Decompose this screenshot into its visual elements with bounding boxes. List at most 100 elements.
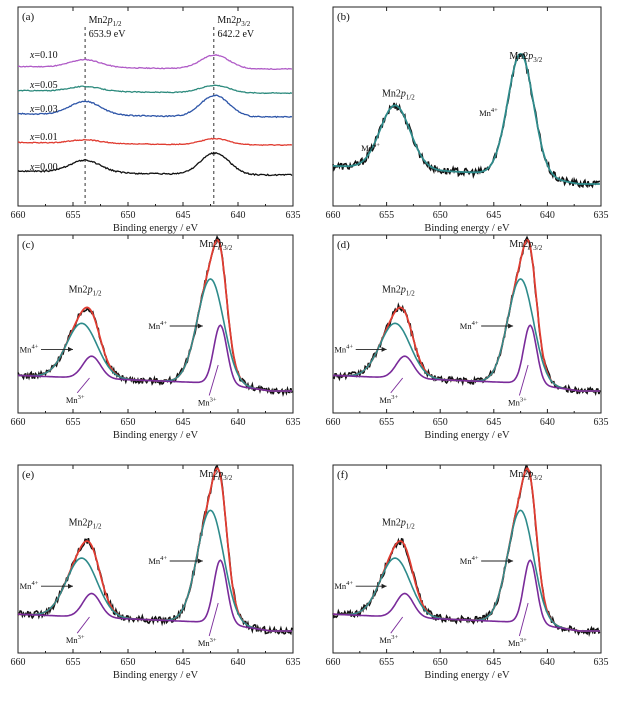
reference-line-label: Mn2p1/2	[89, 15, 122, 28]
x-tick-label: 650	[433, 657, 448, 668]
envelope-line	[333, 238, 600, 392]
measured-line	[17, 464, 293, 636]
panel-f: 660 655 650 645 640 635 Binding energy / eV (f)…	[326, 464, 609, 681]
panel-label: (a)	[22, 11, 35, 23]
mn4-fit-line	[18, 278, 292, 392]
measured-line	[332, 465, 601, 637]
x-tick-label: 640	[231, 210, 246, 221]
mn3-fit-line	[333, 559, 600, 632]
series-line	[17, 53, 293, 71]
panel-d: 660 655 650 645 640 635 Binding energy / eV (d)…	[326, 234, 609, 441]
series-line	[17, 137, 293, 147]
series-label: x=0.10	[29, 50, 58, 61]
peak-label-p32: Mn2p3/2	[509, 469, 542, 482]
reference-line-value: 653.9 eV	[89, 29, 126, 40]
series-label: x=0.00	[29, 162, 58, 173]
x-axis-label: Binding energy / eV	[424, 430, 510, 441]
peak-label-p12: Mn2p1/2	[382, 518, 415, 531]
x-tick-label: 635	[286, 417, 301, 428]
mn3-arrow	[518, 364, 529, 396]
x-tick-label: 645	[486, 210, 501, 221]
x-tick-label: 645	[176, 210, 191, 221]
series-label: x=0.03	[29, 104, 58, 115]
panel-label: (c)	[22, 239, 35, 251]
mn4-label: Mn4+	[148, 555, 167, 566]
mn3-label: Mn3+	[508, 637, 527, 648]
panel-c: 660 655 650 645 640 635 Binding energy / eV (c)…	[11, 234, 301, 441]
mn3-arrow	[518, 602, 529, 637]
x-tick-label: 650	[433, 210, 448, 221]
mn4-arrowhead	[68, 346, 73, 352]
x-tick-label: 650	[121, 657, 136, 668]
x-tick-label: 655	[379, 657, 394, 668]
series-line	[17, 94, 293, 119]
x-tick-label: 650	[121, 210, 136, 221]
panel-label: (d)	[337, 239, 350, 251]
x-tick-label: 655	[379, 417, 394, 428]
peak-label-p32: Mn2p3/2	[509, 239, 542, 252]
mn3-arrow	[390, 616, 404, 634]
x-tick-label: 640	[540, 210, 555, 221]
mn4-arrowhead	[508, 558, 514, 564]
x-tick-label: 660	[326, 210, 341, 221]
mn3-label: Mn3+	[379, 394, 398, 405]
x-tick-label: 660	[326, 417, 341, 428]
series-line	[17, 151, 293, 177]
mn3-label: Mn3+	[66, 394, 85, 405]
mn4-fit-line	[333, 509, 600, 632]
mn3-arrow	[208, 602, 219, 637]
mn3-label: Mn3+	[66, 634, 85, 645]
x-tick-label: 660	[326, 657, 341, 668]
mn4-arrowhead	[68, 583, 73, 589]
x-tick-label: 650	[121, 417, 136, 428]
peak-label-p32: Mn2p3/2	[199, 469, 232, 482]
measured-line	[332, 235, 601, 397]
x-tick-label: 640	[540, 657, 555, 668]
x-tick-label: 645	[176, 417, 191, 428]
mn4-arrowhead	[508, 323, 514, 329]
x-tick-label: 645	[176, 657, 191, 668]
peak-label-p12: Mn2p1/2	[69, 518, 102, 531]
x-tick-label: 660	[11, 210, 26, 221]
x-tick-label: 635	[594, 417, 609, 428]
series-line	[17, 84, 293, 95]
x-tick-label: 635	[594, 210, 609, 221]
mn4-label: Mn4+	[361, 142, 380, 153]
reference-line-label: Mn2p3/2	[217, 15, 250, 28]
x-tick-label: 655	[66, 210, 81, 221]
mn3-fit-line	[18, 324, 292, 392]
panel-label: (b)	[337, 11, 350, 23]
mn3-arrow	[76, 377, 90, 394]
mn3-label: Mn3+	[508, 397, 527, 408]
x-tick-label: 645	[486, 657, 501, 668]
mn4-fit-line	[333, 52, 600, 185]
peak-label-p32: Mn2p3/2	[509, 51, 542, 64]
x-axis-label: Binding energy / eV	[113, 430, 199, 441]
x-tick-label: 650	[433, 417, 448, 428]
x-axis-label: Binding energy / eV	[113, 223, 199, 234]
envelope-line	[18, 238, 292, 392]
mn4-fit-line	[333, 278, 600, 392]
mn4-label: Mn4+	[479, 107, 498, 118]
x-tick-label: 660	[11, 657, 26, 668]
plot-frame	[332, 6, 602, 207]
mn4-label: Mn4+	[460, 320, 479, 331]
mn4-label: Mn4+	[460, 555, 479, 566]
mn4-label: Mn4+	[20, 343, 39, 354]
mn4-arrowhead	[381, 346, 387, 352]
mn4-label: Mn4+	[334, 343, 353, 354]
mn3-label: Mn3+	[379, 634, 398, 645]
peak-label-p12: Mn2p1/2	[382, 285, 415, 298]
mn3-fit-line	[333, 324, 600, 392]
mn3-arrow	[390, 377, 404, 394]
mn3-arrow	[76, 616, 90, 634]
x-axis-label: Binding energy / eV	[424, 223, 510, 234]
mn3-label: Mn3+	[198, 637, 217, 648]
x-tick-label: 655	[66, 657, 81, 668]
peak-label-p32: Mn2p3/2	[199, 239, 232, 252]
x-tick-label: 635	[594, 657, 609, 668]
x-tick-label: 640	[540, 417, 555, 428]
envelope-line	[18, 467, 292, 632]
mn4-arrowhead	[197, 558, 203, 564]
